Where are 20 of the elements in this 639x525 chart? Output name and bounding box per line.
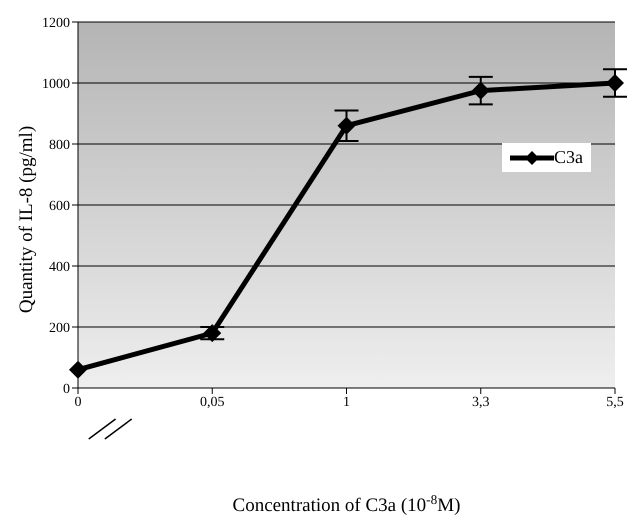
point (338, 116, 356, 135)
point (69, 360, 87, 379)
x-tick-label: 0,05 (200, 394, 224, 410)
x-tick-label: 3,3 (472, 394, 490, 410)
y-tick-label: 400 (49, 260, 70, 275)
y-tick-label: 0 (63, 382, 70, 397)
x-axis-title: Concentration of C3a (10$^{-8}$M) (232, 492, 460, 516)
y-tick-label: 800 (49, 138, 70, 153)
y-tick-label: 1200 (42, 16, 70, 31)
x-tick-label: 1 (343, 394, 350, 410)
x-tick-label: 5,5 (606, 394, 624, 410)
legend-label: C3a (554, 147, 583, 168)
y-tick-label: 200 (49, 320, 70, 336)
x-tick-label: 0 (74, 394, 82, 410)
y-axis-title: Quantity of IL-8 (pg/ml) (16, 126, 37, 314)
point (203, 324, 222, 342)
y-tick-label: 1000 (42, 76, 70, 92)
point (606, 74, 624, 92)
y-tick-label: 600 (49, 198, 70, 214)
point (472, 82, 490, 100)
